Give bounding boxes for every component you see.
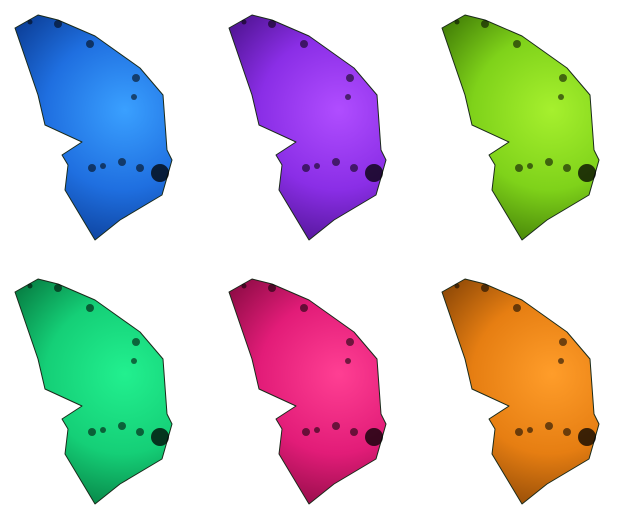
dark-spot — [314, 163, 320, 169]
dark-spot — [302, 428, 310, 436]
dark-spot — [545, 158, 553, 166]
swatch-pink-shape — [228, 278, 387, 505]
swatch-orange[interactable] — [441, 278, 600, 505]
dark-spot — [241, 19, 247, 25]
dark-spot — [300, 40, 308, 48]
dark-spot — [365, 428, 383, 446]
dark-spot — [365, 164, 383, 182]
dark-spot — [118, 158, 126, 166]
dark-spot — [346, 74, 354, 82]
dark-spot — [527, 427, 533, 433]
swatch-pink[interactable] — [228, 278, 387, 505]
dark-spot — [132, 74, 140, 82]
dark-spot — [151, 428, 169, 446]
dark-spot — [545, 422, 553, 430]
dark-spot — [241, 283, 247, 289]
dark-spot — [86, 40, 94, 48]
dark-spot — [118, 422, 126, 430]
dark-spot — [345, 94, 351, 100]
dark-spot — [515, 428, 523, 436]
swatch-green[interactable] — [14, 278, 173, 505]
dark-spot — [346, 338, 354, 346]
dark-spot — [300, 304, 308, 312]
dark-spot — [27, 19, 33, 25]
dark-spot — [513, 304, 521, 312]
dark-spot — [27, 283, 33, 289]
swatch-lime[interactable] — [441, 14, 600, 241]
dark-spot — [86, 304, 94, 312]
dark-spot — [578, 164, 596, 182]
dark-spot — [314, 427, 320, 433]
swatch-lime-shape — [441, 14, 600, 241]
dark-spot — [527, 163, 533, 169]
swatch-blue-shape — [14, 14, 173, 241]
swatch-purple[interactable] — [228, 14, 387, 241]
dark-spot — [268, 20, 276, 28]
dark-spot — [132, 338, 140, 346]
dark-spot — [332, 158, 340, 166]
dark-spot — [481, 20, 489, 28]
dark-spot — [100, 163, 106, 169]
dark-spot — [563, 164, 571, 172]
swatch-blue[interactable] — [14, 14, 173, 241]
dark-spot — [54, 284, 62, 292]
dark-spot — [558, 94, 564, 100]
dark-spot — [558, 358, 564, 364]
dark-spot — [131, 94, 137, 100]
dark-spot — [88, 428, 96, 436]
dark-spot — [559, 74, 567, 82]
dark-spot — [350, 428, 358, 436]
dark-spot — [350, 164, 358, 172]
dark-spot — [481, 284, 489, 292]
dark-spot — [559, 338, 567, 346]
dark-spot — [136, 428, 144, 436]
dark-spot — [88, 164, 96, 172]
swatch-purple-shape — [228, 14, 387, 241]
swatch-green-shape — [14, 278, 173, 505]
dark-spot — [454, 19, 460, 25]
dark-spot — [578, 428, 596, 446]
dark-spot — [302, 164, 310, 172]
dark-spot — [268, 284, 276, 292]
dark-spot — [345, 358, 351, 364]
dark-spot — [136, 164, 144, 172]
dark-spot — [100, 427, 106, 433]
dark-spot — [131, 358, 137, 364]
swatch-orange-shape — [441, 278, 600, 505]
dark-spot — [54, 20, 62, 28]
dark-spot — [151, 164, 169, 182]
dark-spot — [332, 422, 340, 430]
dark-spot — [513, 40, 521, 48]
dark-spot — [454, 283, 460, 289]
dark-spot — [515, 164, 523, 172]
dark-spot — [563, 428, 571, 436]
